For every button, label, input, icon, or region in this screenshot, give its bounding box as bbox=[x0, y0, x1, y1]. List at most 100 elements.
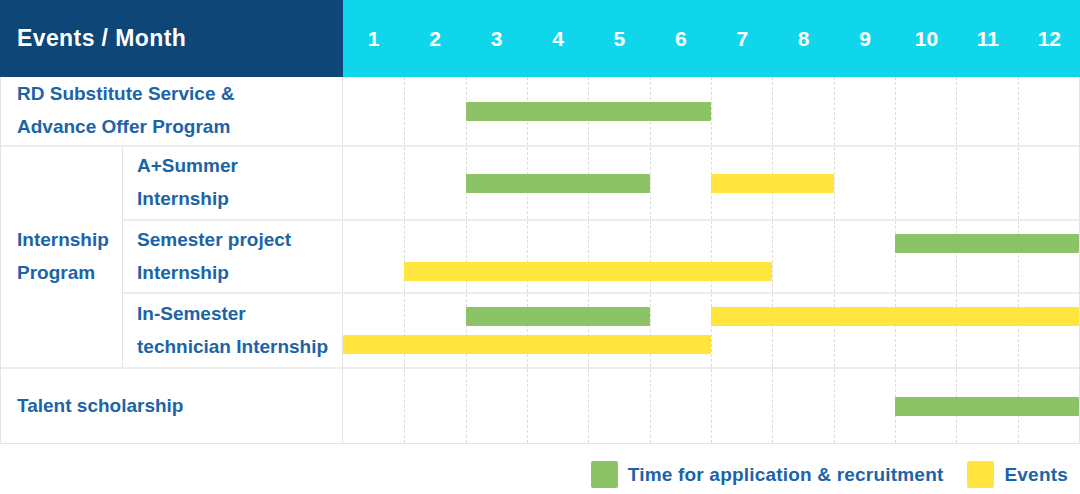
row-label-line: Advance Offer Program bbox=[17, 111, 342, 144]
month-gridline bbox=[588, 221, 589, 292]
month-gridline bbox=[834, 221, 835, 292]
event-bar bbox=[711, 174, 834, 193]
month-header: 123456789101112 bbox=[343, 0, 1080, 77]
event-bar bbox=[711, 307, 1079, 326]
month-label: 7 bbox=[712, 0, 773, 77]
month-gridline bbox=[466, 294, 467, 367]
row-label-line: Internship bbox=[137, 257, 342, 290]
month-gridline bbox=[404, 77, 405, 145]
month-gridline bbox=[711, 77, 712, 145]
month-gridline bbox=[404, 369, 405, 443]
month-gridline bbox=[588, 294, 589, 367]
legend-item-application: Time for application & recruitment bbox=[591, 461, 944, 488]
month-gridline bbox=[1018, 77, 1019, 145]
month-gridline bbox=[650, 369, 651, 443]
legend-label-application: Time for application & recruitment bbox=[628, 464, 944, 486]
month-label: 3 bbox=[466, 0, 527, 77]
month-gridline bbox=[772, 294, 773, 367]
month-gridline bbox=[466, 221, 467, 292]
header-title: Events / Month bbox=[0, 0, 343, 77]
month-gridline bbox=[1018, 147, 1019, 219]
month-gridline bbox=[1018, 294, 1019, 367]
application-bar bbox=[466, 307, 650, 326]
month-label: 9 bbox=[834, 0, 895, 77]
month-gridline bbox=[527, 294, 528, 367]
chart-cell bbox=[343, 369, 1079, 443]
month-gridline bbox=[834, 294, 835, 367]
row-label-line: In-Semester bbox=[137, 298, 342, 331]
month-gridline bbox=[956, 77, 957, 145]
application-bar bbox=[466, 102, 711, 121]
events-swatch-icon bbox=[967, 461, 994, 488]
event-bar bbox=[343, 335, 711, 354]
month-label: 1 bbox=[343, 0, 404, 77]
month-label: 8 bbox=[773, 0, 834, 77]
month-label: 2 bbox=[404, 0, 465, 77]
table-header: Events / Month 123456789101112 bbox=[0, 0, 1080, 77]
month-gridline bbox=[650, 221, 651, 292]
month-gridline bbox=[895, 147, 896, 219]
application-swatch-icon bbox=[591, 461, 618, 488]
month-gridline bbox=[772, 369, 773, 443]
chart-cell bbox=[343, 294, 1079, 367]
month-gridline bbox=[527, 369, 528, 443]
group-label-line: Program bbox=[17, 257, 122, 290]
month-gridline bbox=[588, 369, 589, 443]
application-bar bbox=[466, 174, 650, 193]
month-gridline bbox=[711, 221, 712, 292]
month-label: 5 bbox=[589, 0, 650, 77]
row-label-line: Talent scholarship bbox=[17, 390, 342, 423]
month-gridline bbox=[956, 294, 957, 367]
month-gridline bbox=[772, 221, 773, 292]
group-sub-rows: A+Summer Internship Semester project Int… bbox=[123, 147, 1079, 367]
legend: Time for application & recruitment Event… bbox=[0, 461, 1080, 488]
chart-cell bbox=[343, 77, 1079, 145]
row-label-line: RD Substitute Service & bbox=[17, 78, 342, 111]
table-row: Talent scholarship bbox=[1, 369, 1079, 443]
month-label: 10 bbox=[896, 0, 957, 77]
month-gridline bbox=[956, 221, 957, 292]
month-gridline bbox=[650, 147, 651, 219]
application-bar bbox=[895, 234, 1079, 253]
row-label-in-semester: In-Semester technician Internship bbox=[123, 294, 343, 367]
month-gridline bbox=[834, 77, 835, 145]
month-gridline bbox=[772, 77, 773, 145]
row-label-line: A+Summer bbox=[137, 150, 342, 183]
row-label-talent-scholarship: Talent scholarship bbox=[1, 369, 343, 443]
legend-item-events: Events bbox=[967, 461, 1068, 488]
month-gridline bbox=[527, 221, 528, 292]
month-gridline bbox=[711, 294, 712, 367]
table-row-group-internship: Internship Program A+Summer Internship S… bbox=[1, 147, 1079, 369]
group-label-line: Internship bbox=[17, 224, 122, 257]
legend-label-events: Events bbox=[1004, 464, 1068, 486]
table-row: In-Semester technician Internship bbox=[123, 294, 1079, 367]
month-gridline bbox=[834, 147, 835, 219]
row-label-semester-project: Semester project Internship bbox=[123, 221, 343, 292]
table-row: RD Substitute Service & Advance Offer Pr… bbox=[1, 77, 1079, 147]
gantt-board: Events / Month 123456789101112 RD Substi… bbox=[0, 0, 1080, 444]
month-label: 4 bbox=[527, 0, 588, 77]
month-gridline bbox=[711, 369, 712, 443]
month-gridline bbox=[895, 294, 896, 367]
month-gridline bbox=[404, 221, 405, 292]
month-label: 11 bbox=[957, 0, 1018, 77]
month-gridline bbox=[404, 294, 405, 367]
group-label-internship-program: Internship Program bbox=[1, 147, 123, 367]
event-bar bbox=[404, 262, 772, 281]
chart-cell bbox=[343, 147, 1079, 219]
row-label-line: Internship bbox=[137, 183, 342, 216]
month-gridline bbox=[834, 369, 835, 443]
table-body: RD Substitute Service & Advance Offer Pr… bbox=[0, 77, 1080, 444]
month-label: 6 bbox=[650, 0, 711, 77]
month-gridline bbox=[895, 221, 896, 292]
month-gridline bbox=[895, 77, 896, 145]
month-gridline bbox=[650, 294, 651, 367]
row-label-rd-program: RD Substitute Service & Advance Offer Pr… bbox=[1, 77, 343, 145]
chart-cell bbox=[343, 221, 1079, 292]
application-bar bbox=[895, 397, 1079, 416]
month-gridline bbox=[1018, 221, 1019, 292]
month-gridline bbox=[404, 147, 405, 219]
row-label-a-summer: A+Summer Internship bbox=[123, 147, 343, 219]
table-row: Semester project Internship bbox=[123, 221, 1079, 294]
month-gridline bbox=[956, 147, 957, 219]
